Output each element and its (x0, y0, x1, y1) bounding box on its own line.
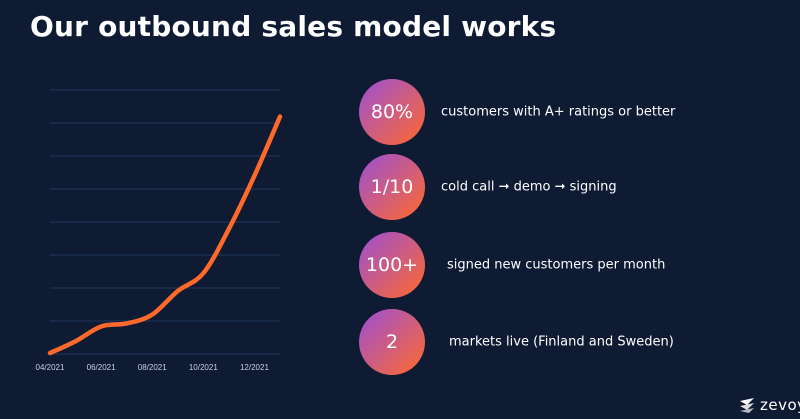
x-tick-label: 12/2021 (240, 363, 269, 372)
stat-text: customers with A+ ratings or better (441, 104, 676, 120)
series-line (47, 114, 283, 356)
stat-row-new-customers: 100+ signed new customers per month (359, 232, 789, 298)
zevoy-logo: zevoy (738, 395, 800, 415)
stat-value: 1/10 (370, 176, 414, 198)
stat-row-ratings: 80% customers with A+ ratings or better (359, 79, 789, 145)
stat-value: 2 (385, 331, 399, 353)
stat-text: signed new customers per month (447, 257, 666, 273)
zevoy-logo-icon (740, 398, 754, 413)
stat-text: cold call ➞ demo ➞ signing (441, 179, 617, 195)
stat-value: 80% (370, 101, 414, 123)
stat-circle: 80% (359, 79, 425, 145)
slide-title: Our outbound sales model works (30, 10, 557, 43)
stat-circle: 100+ (359, 232, 425, 298)
x-tick-label: 04/2021 (36, 363, 65, 372)
stat-value: 100+ (365, 254, 419, 276)
x-tick-label: 10/2021 (189, 363, 218, 372)
stat-circle: 2 (359, 309, 425, 375)
x-tick-label: 06/2021 (87, 363, 116, 372)
stat-circle: 1/10 (359, 154, 425, 220)
stat-text: markets live (Finland and Sweden) (449, 334, 674, 350)
stat-row-conversion: 1/10 cold call ➞ demo ➞ signing (359, 154, 789, 220)
stat-row-markets: 2 markets live (Finland and Sweden) (359, 309, 789, 375)
x-tick-label: 08/2021 (138, 363, 167, 372)
growth-line-chart: 04/2021 06/2021 08/2021 10/2021 12/2021 (36, 89, 283, 372)
logo-text: zevoy (760, 396, 800, 414)
